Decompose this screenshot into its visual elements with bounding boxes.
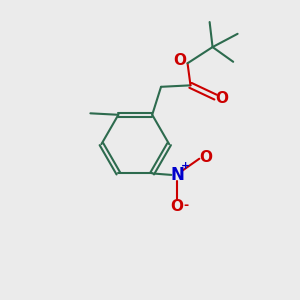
Text: N: N xyxy=(170,166,184,184)
Text: O: O xyxy=(199,150,212,165)
Text: O: O xyxy=(171,199,184,214)
Text: -: - xyxy=(183,199,188,212)
Text: +: + xyxy=(181,161,190,171)
Text: O: O xyxy=(215,91,229,106)
Text: O: O xyxy=(174,53,187,68)
